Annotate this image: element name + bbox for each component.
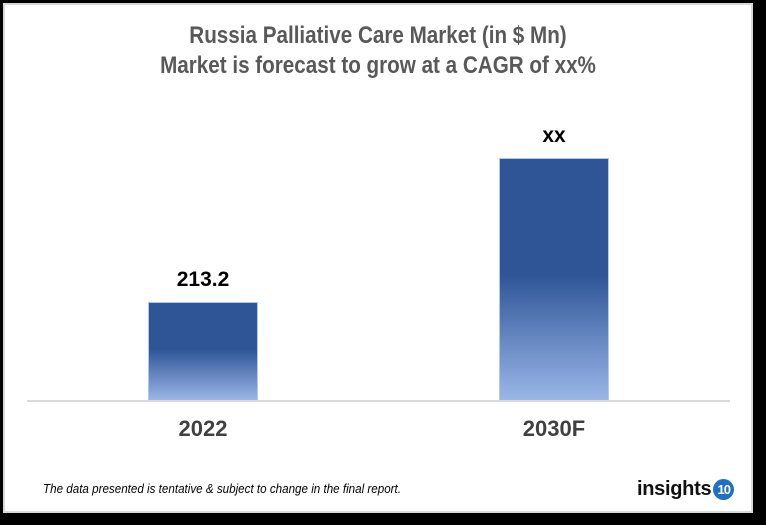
x-tick-label-2022: 2022 <box>178 416 228 441</box>
bar-2030f <box>499 158 609 400</box>
x-tick-label-2030f: 2030F <box>522 416 586 441</box>
x-axis-line <box>27 400 730 402</box>
logo-wordmark: insights <box>637 478 712 500</box>
data-label-2022: 213.2 <box>176 268 230 291</box>
bar-2022 <box>148 302 258 400</box>
chart-card: Russia Palliative Care Market (in $ Mn) … <box>3 3 753 513</box>
data-label-2030f: xx <box>542 124 566 147</box>
insights10-logo: insights 10 <box>637 478 735 501</box>
logo-badge-icon: 10 <box>713 479 735 500</box>
disclaimer-note: The data presented is tentative & subjec… <box>43 482 402 496</box>
chart-subtitle: Market is forecast to grow at a CAGR of … <box>160 52 596 79</box>
chart-title: Russia Palliative Care Market (in $ Mn) <box>189 22 567 49</box>
